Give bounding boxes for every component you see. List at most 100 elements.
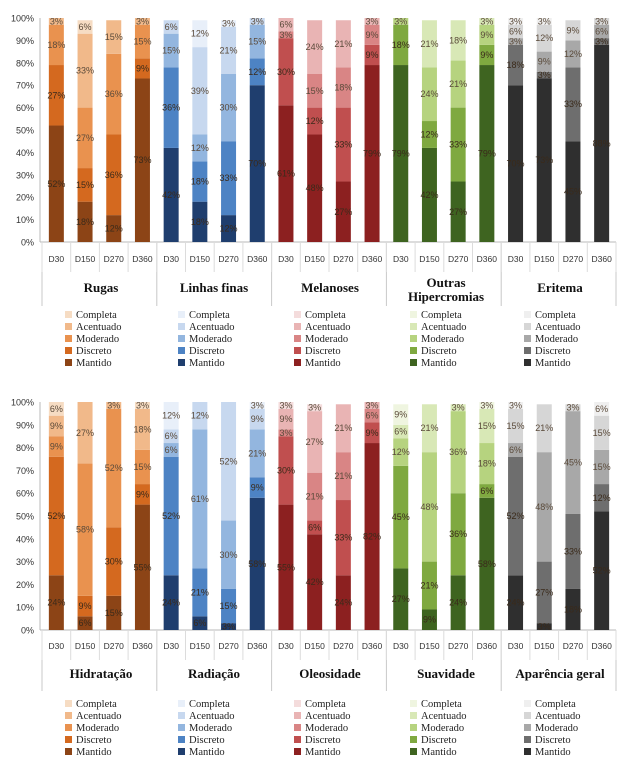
bar-segment bbox=[48, 18, 64, 25]
x-tick-label: D150 bbox=[419, 254, 440, 264]
legend-swatch bbox=[178, 736, 185, 743]
bar-segment bbox=[479, 497, 495, 630]
bar-data-label: 9% bbox=[50, 421, 63, 431]
bar-data-label: 12% bbox=[191, 411, 209, 421]
bar-segment bbox=[278, 408, 294, 430]
bar-data-label: 3% bbox=[279, 30, 292, 40]
bar-segment bbox=[48, 402, 64, 416]
bar-segment bbox=[508, 38, 524, 45]
bar-data-label: 24% bbox=[507, 598, 525, 608]
bar-data-label: 15% bbox=[76, 180, 94, 190]
bar-data-label: 3% bbox=[308, 403, 321, 413]
y-tick-label: 90% bbox=[16, 36, 34, 46]
bar-segment bbox=[278, 436, 294, 505]
bar-segment bbox=[48, 65, 64, 126]
bar-segment bbox=[221, 588, 237, 624]
bar-segment bbox=[536, 78, 552, 242]
bar-data-label: 15% bbox=[478, 421, 496, 431]
bar-segment bbox=[536, 51, 552, 72]
legend-label: Moderado bbox=[535, 334, 578, 345]
y-tick-label: 50% bbox=[16, 126, 34, 136]
legend-swatch bbox=[524, 323, 531, 330]
bar-data-label: 3% bbox=[452, 403, 465, 413]
bar-data-label: 18% bbox=[507, 60, 525, 70]
bar-data-label: 18% bbox=[76, 217, 94, 227]
x-tick-label: D270 bbox=[104, 641, 125, 651]
bar-segment bbox=[508, 44, 524, 86]
bar-segment bbox=[278, 18, 294, 32]
bar-data-label: 30% bbox=[220, 103, 238, 113]
bar-data-label: 6% bbox=[165, 22, 178, 32]
bar-data-label: 3% bbox=[279, 400, 292, 410]
bar-data-label: 12% bbox=[191, 143, 209, 153]
x-tick-label: D30 bbox=[278, 641, 294, 651]
legend-swatch bbox=[410, 335, 417, 342]
legend-swatch bbox=[294, 700, 301, 707]
legend-swatch bbox=[294, 748, 301, 755]
bar-data-label: 55% bbox=[277, 562, 295, 572]
bar-data-label: 3% bbox=[538, 622, 551, 632]
y-tick-label: 60% bbox=[16, 103, 34, 113]
bar-data-label: 33% bbox=[334, 533, 352, 543]
bar-segment bbox=[536, 452, 552, 562]
bar-segment bbox=[106, 595, 122, 630]
legend-label: Completa bbox=[421, 699, 462, 710]
bar-segment bbox=[77, 595, 93, 617]
bar-data-label: 9% bbox=[251, 483, 264, 493]
bar-data-label: 12% bbox=[306, 116, 324, 126]
bar-segment bbox=[278, 402, 294, 409]
bar-segment bbox=[536, 561, 552, 624]
bar-data-label: 79% bbox=[478, 149, 496, 159]
bar-segment bbox=[278, 38, 294, 106]
bar-data-label: 3% bbox=[136, 400, 149, 410]
bar-data-label: 6% bbox=[509, 445, 522, 455]
bar-segment bbox=[421, 561, 437, 610]
bar-segment bbox=[278, 105, 294, 242]
bar-segment bbox=[163, 575, 179, 630]
bar-segment bbox=[249, 85, 265, 242]
group-name-label: Suavidade bbox=[417, 666, 475, 681]
legend-label: Mantido bbox=[189, 358, 225, 369]
x-tick-label: D150 bbox=[190, 641, 211, 651]
legend-label: Acentuado bbox=[535, 322, 580, 333]
legend-label: Moderado bbox=[305, 723, 348, 734]
bar-segment bbox=[106, 134, 122, 216]
bar-data-label: 27% bbox=[334, 207, 352, 217]
bar-data-label: 36% bbox=[162, 103, 180, 113]
bar-segment bbox=[565, 588, 581, 630]
legend-swatch bbox=[410, 724, 417, 731]
bar-data-label: 3% bbox=[509, 400, 522, 410]
bar-segment bbox=[134, 504, 150, 630]
y-tick-label: 40% bbox=[16, 148, 34, 158]
bar-segment bbox=[77, 20, 93, 34]
x-tick-label: D150 bbox=[75, 254, 96, 264]
bar-data-label: 9% bbox=[423, 615, 436, 625]
bar-segment bbox=[192, 161, 208, 202]
legend-swatch bbox=[294, 724, 301, 731]
bar-segment bbox=[335, 107, 351, 182]
group-name-label: Outras bbox=[427, 275, 466, 290]
bar-segment bbox=[307, 520, 323, 535]
bar-data-label: 6% bbox=[308, 522, 321, 532]
bar-data-label: 48% bbox=[306, 183, 324, 193]
legend-label: Moderado bbox=[421, 723, 464, 734]
bar-data-label: 9% bbox=[480, 50, 493, 60]
bar-data-label: 3% bbox=[538, 70, 551, 80]
bar-data-label: 6% bbox=[509, 26, 522, 36]
bar-data-label: 33% bbox=[564, 546, 582, 556]
group-name-label: Hidratação bbox=[70, 666, 133, 681]
legend-swatch bbox=[178, 335, 185, 342]
chart-panel-1: 0% 10% 20% 30% 40% 50% 60% 70% 80% 90% 100% 52% 27% 1… bbox=[11, 14, 617, 369]
bar-segment bbox=[335, 20, 351, 68]
legend-swatch bbox=[65, 311, 72, 318]
bar-segment bbox=[307, 472, 323, 521]
bar-segment bbox=[48, 24, 64, 66]
bar-segment bbox=[192, 568, 208, 617]
bar-data-label: 36% bbox=[105, 89, 123, 99]
bar-data-label: 15% bbox=[220, 601, 238, 611]
bar-data-label: 6% bbox=[79, 22, 92, 32]
bar-data-label: 3% bbox=[136, 16, 149, 26]
bar-data-label: 27% bbox=[535, 587, 553, 597]
legend-swatch bbox=[410, 700, 417, 707]
bar-data-label: 52% bbox=[593, 566, 611, 576]
